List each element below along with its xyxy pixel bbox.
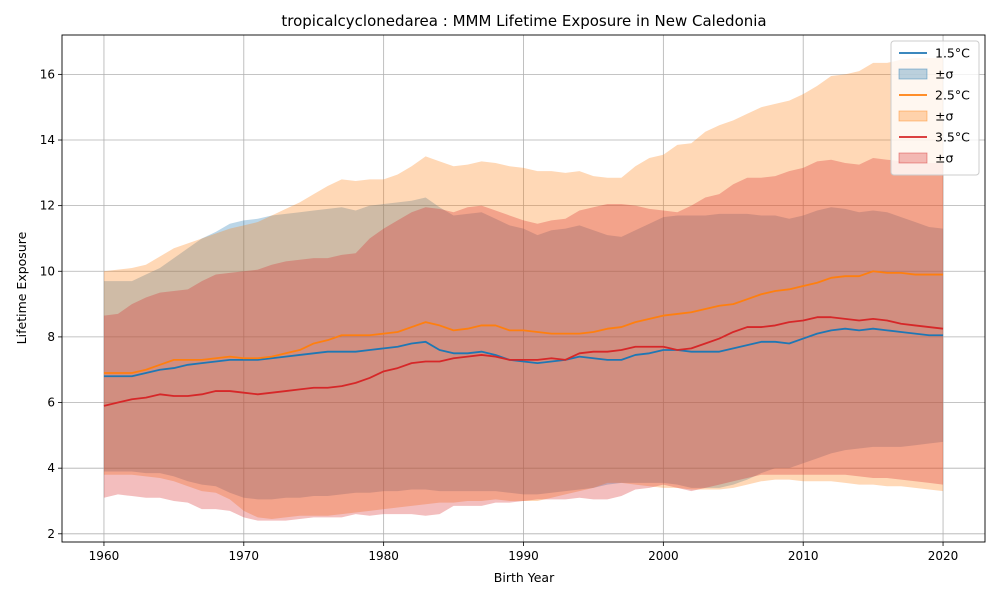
y-tick-label: 2 xyxy=(47,527,55,541)
axes: 1960 1970 1980 1990 2000 2010 2020 2 4 6 8 10 12 14 16 xyxy=(40,34,986,563)
y-tick-label: 8 xyxy=(47,330,55,344)
mean-line-3 xyxy=(103,316,944,407)
legend: 1.5°C ±σ 2.5°C ±σ 3.5°C ±σ xyxy=(890,40,980,176)
legend-label: ±σ xyxy=(935,109,953,124)
y-tick-label: 6 xyxy=(47,396,55,410)
legend-label: 3.5°C xyxy=(935,130,970,145)
x-tick-label: 1960 xyxy=(89,549,120,563)
legend-band-swatch xyxy=(898,68,928,80)
y-axis-label: Lifetime Exposure xyxy=(14,231,29,344)
grid-lines xyxy=(62,35,985,542)
chart-title: tropicalcyclonedarea : MMM Lifetime Expo… xyxy=(281,12,766,30)
legend-label: ±σ xyxy=(935,67,953,82)
plot-frame xyxy=(61,34,986,543)
x-tick-label: 1990 xyxy=(508,549,539,563)
mean-lines xyxy=(103,270,944,407)
legend-band-swatch xyxy=(898,152,928,164)
band-1 xyxy=(103,197,944,500)
x-tick-label: 1980 xyxy=(368,549,399,563)
legend-box xyxy=(890,40,980,176)
y-tick-label: 16 xyxy=(40,67,55,81)
x-tick-label: 2000 xyxy=(648,549,679,563)
band-2 xyxy=(103,57,944,520)
legend-band-swatch xyxy=(898,110,928,122)
x-axis-label: Birth Year xyxy=(494,570,555,585)
mean-line-1 xyxy=(103,327,944,378)
y-tick-label: 4 xyxy=(47,461,55,475)
y-tick-label: 12 xyxy=(40,199,55,213)
legend-label: ±σ xyxy=(935,151,953,166)
uncertainty-bands xyxy=(103,57,944,521)
legend-label: 2.5°C xyxy=(935,88,970,103)
mean-line-2 xyxy=(103,270,944,374)
x-tick-label: 2010 xyxy=(788,549,819,563)
legend-label: 1.5°C xyxy=(935,46,970,61)
x-tick-label: 2020 xyxy=(928,549,959,563)
x-tick-label: 1970 xyxy=(229,549,260,563)
band-3 xyxy=(103,158,944,521)
y-tick-label: 14 xyxy=(40,133,55,147)
y-tick-label: 10 xyxy=(40,264,55,278)
